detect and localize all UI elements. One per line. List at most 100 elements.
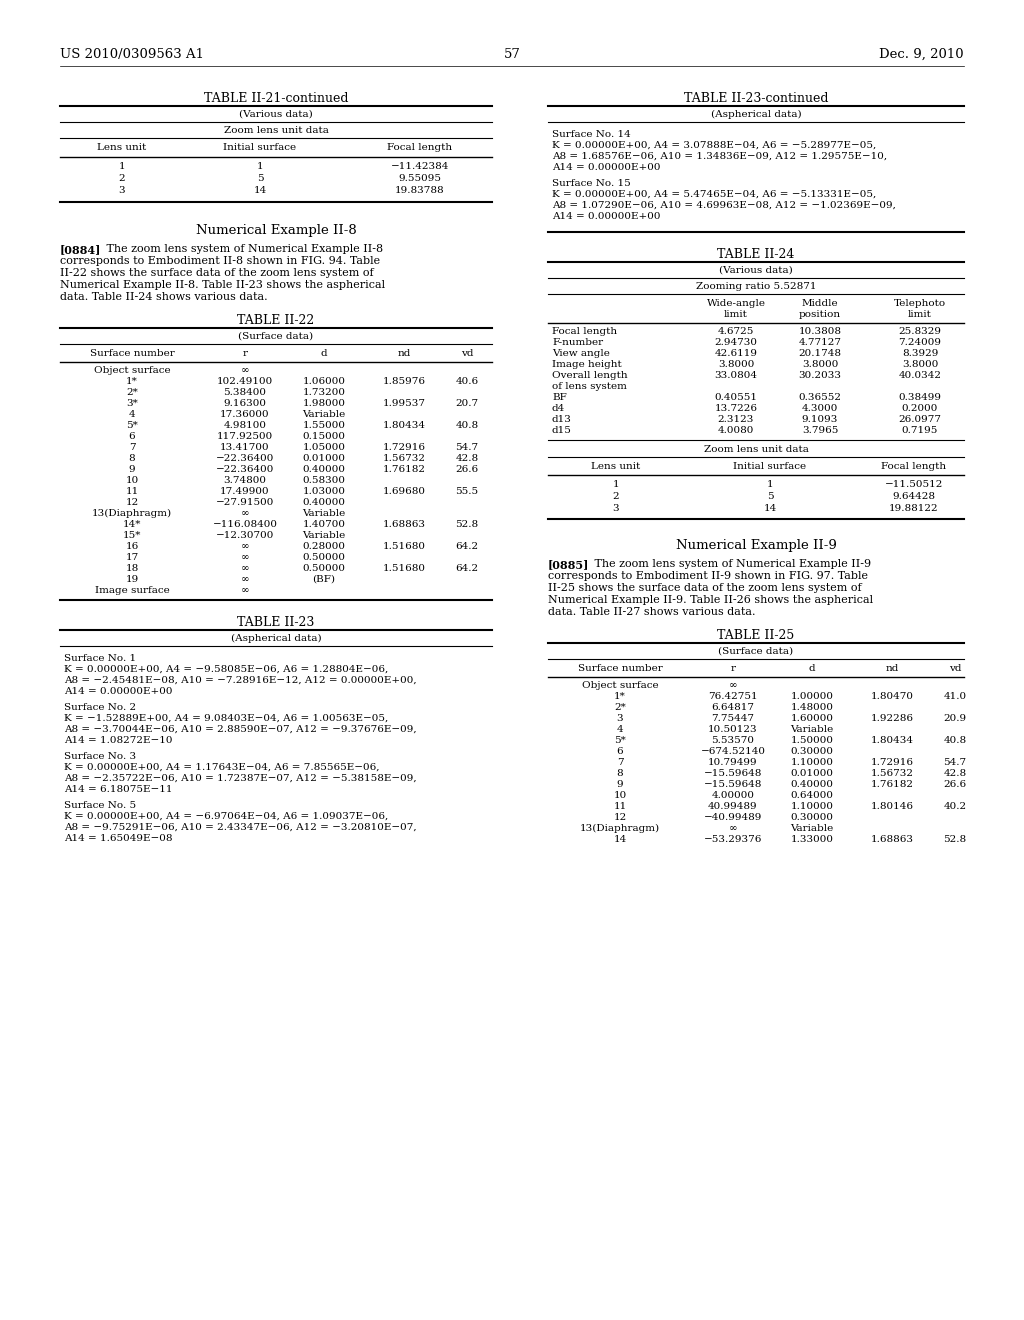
Text: −11.50512: −11.50512 <box>885 480 943 488</box>
Text: 3: 3 <box>612 504 620 513</box>
Text: 9.1093: 9.1093 <box>802 414 839 424</box>
Text: 1.33000: 1.33000 <box>791 836 834 843</box>
Text: 57: 57 <box>504 48 520 61</box>
Text: 4.00000: 4.00000 <box>712 791 755 800</box>
Text: 4.98100: 4.98100 <box>223 421 266 430</box>
Text: [0885]: [0885] <box>548 558 590 570</box>
Text: Focal length: Focal length <box>552 327 617 337</box>
Text: Numerical Example II-9: Numerical Example II-9 <box>676 539 837 552</box>
Text: (Aspherical data): (Aspherical data) <box>230 634 322 643</box>
Text: 0.58300: 0.58300 <box>302 477 345 484</box>
Text: d13: d13 <box>552 414 571 424</box>
Text: 4: 4 <box>616 725 624 734</box>
Text: 1: 1 <box>767 480 773 488</box>
Text: limit: limit <box>908 310 932 319</box>
Text: −674.52140: −674.52140 <box>700 747 766 756</box>
Text: vd: vd <box>949 664 962 673</box>
Text: 2*: 2* <box>614 704 626 711</box>
Text: TABLE II-23-continued: TABLE II-23-continued <box>684 92 828 106</box>
Text: TABLE II-22: TABLE II-22 <box>238 314 314 327</box>
Text: 0.40551: 0.40551 <box>715 393 758 403</box>
Text: Variable: Variable <box>791 725 834 734</box>
Text: A8 = −2.35722E−06, A10 = 1.72387E−07, A12 = −5.38158E−09,: A8 = −2.35722E−06, A10 = 1.72387E−07, A1… <box>63 774 417 783</box>
Text: 1.56732: 1.56732 <box>383 454 426 463</box>
Text: Initial surface: Initial surface <box>733 462 807 471</box>
Text: 7.75447: 7.75447 <box>712 714 755 723</box>
Text: Surface No. 2: Surface No. 2 <box>63 704 136 711</box>
Text: d: d <box>809 664 815 673</box>
Text: 40.8: 40.8 <box>943 737 967 744</box>
Text: II-25 shows the surface data of the zoom lens system of: II-25 shows the surface data of the zoom… <box>548 583 861 593</box>
Text: A14 = 0.00000E+00: A14 = 0.00000E+00 <box>552 162 660 172</box>
Text: −12.30700: −12.30700 <box>216 531 274 540</box>
Text: 9: 9 <box>616 780 624 789</box>
Text: 0.2000: 0.2000 <box>902 404 938 413</box>
Text: 3.7965: 3.7965 <box>802 426 839 436</box>
Text: 1.98000: 1.98000 <box>302 399 345 408</box>
Text: (Aspherical data): (Aspherical data) <box>711 110 802 119</box>
Text: 0.36552: 0.36552 <box>799 393 842 403</box>
Text: ∞: ∞ <box>241 510 249 517</box>
Text: 1.51680: 1.51680 <box>383 543 426 550</box>
Text: nd: nd <box>886 664 899 673</box>
Text: 17.49900: 17.49900 <box>220 487 269 496</box>
Text: Surface No. 15: Surface No. 15 <box>552 180 631 187</box>
Text: 4: 4 <box>129 411 135 418</box>
Text: 11: 11 <box>125 487 138 496</box>
Text: −15.59648: −15.59648 <box>703 780 762 789</box>
Text: 6.64817: 6.64817 <box>712 704 755 711</box>
Text: BF: BF <box>552 393 566 403</box>
Text: 14: 14 <box>253 186 266 195</box>
Text: A8 = −2.45481E−08, A10 = −7.28916E−12, A12 = 0.00000E+00,: A8 = −2.45481E−08, A10 = −7.28916E−12, A… <box>63 676 417 685</box>
Text: ∞: ∞ <box>729 824 737 833</box>
Text: 1.00000: 1.00000 <box>791 692 834 701</box>
Text: 0.30000: 0.30000 <box>791 813 834 822</box>
Text: TABLE II-23: TABLE II-23 <box>238 616 314 630</box>
Text: position: position <box>799 310 841 319</box>
Text: 1.06000: 1.06000 <box>302 378 345 385</box>
Text: (Various data): (Various data) <box>719 267 793 275</box>
Text: 14: 14 <box>763 504 776 513</box>
Text: 42.8: 42.8 <box>943 770 967 777</box>
Text: Object surface: Object surface <box>93 366 170 375</box>
Text: 0.50000: 0.50000 <box>302 553 345 562</box>
Text: 1.55000: 1.55000 <box>302 421 345 430</box>
Text: 64.2: 64.2 <box>456 564 478 573</box>
Text: d: d <box>321 348 328 358</box>
Text: vd: vd <box>461 348 473 358</box>
Text: 41.0: 41.0 <box>943 692 967 701</box>
Text: 1.68863: 1.68863 <box>870 836 913 843</box>
Text: 52.8: 52.8 <box>456 520 478 529</box>
Text: 19.88122: 19.88122 <box>889 504 939 513</box>
Text: 1.69680: 1.69680 <box>383 487 426 496</box>
Text: 4.3000: 4.3000 <box>802 404 839 413</box>
Text: 55.5: 55.5 <box>456 487 478 496</box>
Text: 40.99489: 40.99489 <box>709 803 758 810</box>
Text: 10.3808: 10.3808 <box>799 327 842 337</box>
Text: −22.36400: −22.36400 <box>216 454 274 463</box>
Text: 8.3929: 8.3929 <box>902 348 938 358</box>
Text: Zooming ratio 5.52871: Zooming ratio 5.52871 <box>695 282 816 290</box>
Text: 5*: 5* <box>126 421 138 430</box>
Text: 10: 10 <box>125 477 138 484</box>
Text: Object surface: Object surface <box>582 681 658 690</box>
Text: 8: 8 <box>616 770 624 777</box>
Text: 5.53570: 5.53570 <box>712 737 755 744</box>
Text: II-22 shows the surface data of the zoom lens system of: II-22 shows the surface data of the zoom… <box>60 268 374 279</box>
Text: 15*: 15* <box>123 531 141 540</box>
Text: 6: 6 <box>129 432 135 441</box>
Text: K = 0.00000E+00, A4 = −9.58085E−06, A6 = 1.28804E−06,: K = 0.00000E+00, A4 = −9.58085E−06, A6 =… <box>63 665 388 675</box>
Text: (Surface data): (Surface data) <box>719 647 794 656</box>
Text: −27.91500: −27.91500 <box>216 498 274 507</box>
Text: 2*: 2* <box>126 388 138 397</box>
Text: A14 = 0.00000E+00: A14 = 0.00000E+00 <box>552 213 660 220</box>
Text: 26.0977: 26.0977 <box>898 414 941 424</box>
Text: 1.80146: 1.80146 <box>870 803 913 810</box>
Text: 0.7195: 0.7195 <box>902 426 938 436</box>
Text: d4: d4 <box>552 404 565 413</box>
Text: 1.60000: 1.60000 <box>791 714 834 723</box>
Text: 3: 3 <box>119 186 125 195</box>
Text: 1.80434: 1.80434 <box>870 737 913 744</box>
Text: 3: 3 <box>616 714 624 723</box>
Text: 13.41700: 13.41700 <box>220 444 269 451</box>
